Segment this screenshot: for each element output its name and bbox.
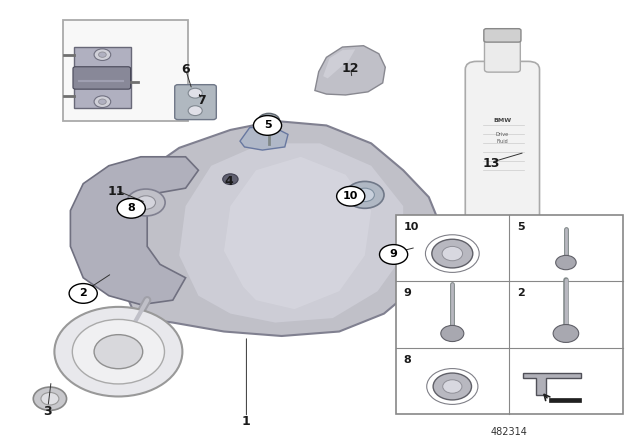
Text: 482314: 482314 (491, 427, 527, 437)
Circle shape (258, 113, 280, 129)
Circle shape (355, 188, 374, 202)
Polygon shape (224, 157, 371, 309)
FancyBboxPatch shape (396, 215, 623, 414)
Text: 11: 11 (108, 185, 125, 198)
Circle shape (41, 392, 59, 405)
Circle shape (136, 196, 156, 209)
Circle shape (117, 198, 145, 218)
Text: 9: 9 (390, 250, 397, 259)
Circle shape (72, 319, 164, 384)
Circle shape (346, 181, 384, 208)
FancyBboxPatch shape (484, 29, 521, 42)
Text: 12: 12 (342, 61, 360, 75)
FancyBboxPatch shape (484, 35, 520, 72)
Text: 8: 8 (127, 203, 135, 213)
Circle shape (127, 189, 165, 216)
Circle shape (337, 186, 365, 206)
Text: Fluid: Fluid (497, 138, 508, 144)
Text: 4: 4 (225, 175, 234, 188)
Circle shape (188, 88, 202, 98)
Text: 10: 10 (343, 191, 358, 201)
Polygon shape (115, 121, 442, 336)
Polygon shape (179, 143, 403, 323)
Polygon shape (524, 373, 581, 396)
Polygon shape (315, 46, 385, 95)
FancyBboxPatch shape (73, 67, 131, 89)
Circle shape (432, 239, 473, 268)
Circle shape (33, 387, 67, 410)
Circle shape (442, 246, 463, 261)
Polygon shape (323, 49, 355, 78)
Text: 5: 5 (517, 222, 524, 232)
Text: BMW: BMW (493, 118, 511, 124)
Circle shape (556, 255, 576, 270)
Circle shape (69, 284, 97, 303)
Text: 2: 2 (79, 289, 87, 298)
FancyBboxPatch shape (404, 220, 447, 257)
Circle shape (433, 373, 472, 400)
Text: 6: 6 (181, 63, 190, 76)
Circle shape (94, 49, 111, 60)
Text: 13: 13 (483, 157, 500, 170)
Text: 9: 9 (403, 289, 411, 298)
Circle shape (403, 239, 431, 258)
Circle shape (94, 335, 143, 369)
FancyBboxPatch shape (63, 20, 188, 121)
Circle shape (380, 245, 408, 264)
FancyBboxPatch shape (74, 47, 131, 108)
Circle shape (223, 174, 238, 185)
Text: 1: 1 (242, 414, 251, 428)
Circle shape (99, 52, 106, 57)
FancyBboxPatch shape (465, 61, 540, 230)
Circle shape (253, 116, 282, 135)
Text: 5: 5 (264, 121, 271, 130)
Text: 2: 2 (517, 289, 525, 298)
Circle shape (99, 99, 106, 104)
FancyBboxPatch shape (175, 85, 216, 120)
Text: 7: 7 (197, 94, 206, 108)
Circle shape (94, 96, 111, 108)
Polygon shape (70, 157, 198, 305)
Circle shape (411, 244, 424, 253)
Circle shape (414, 230, 437, 246)
Circle shape (54, 307, 182, 396)
Text: 3: 3 (44, 405, 52, 418)
Circle shape (443, 380, 462, 393)
Text: Drive: Drive (496, 132, 509, 137)
Circle shape (553, 324, 579, 342)
Circle shape (441, 325, 464, 341)
Circle shape (188, 106, 202, 116)
Text: 8: 8 (403, 355, 411, 365)
Polygon shape (549, 398, 581, 402)
Polygon shape (240, 126, 288, 150)
Text: 10: 10 (403, 222, 419, 232)
